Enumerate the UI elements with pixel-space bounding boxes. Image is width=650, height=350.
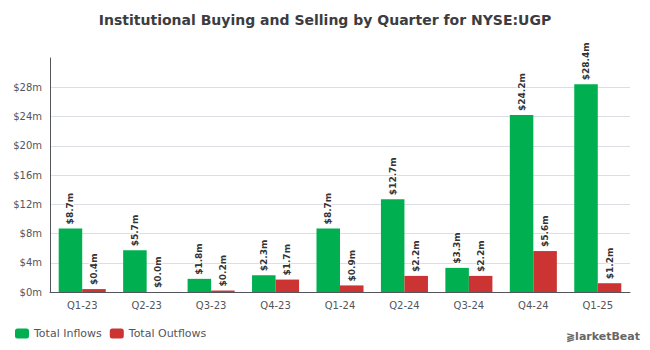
svg-text:$28.4m: $28.4m [581,42,591,80]
svg-text:$24m: $24m [13,111,42,122]
svg-text:Q4-24: Q4-24 [518,300,549,311]
svg-text:$0.0m: $0.0m [153,256,163,288]
svg-text:Q4-23: Q4-23 [260,300,291,311]
svg-text:Total Outflows: Total Outflows [128,327,207,340]
svg-text:$24.2m: $24.2m [517,73,527,111]
svg-text:Q3-24: Q3-24 [454,300,485,311]
svg-text:$28m: $28m [13,82,42,93]
svg-text:Q1-24: Q1-24 [325,300,356,311]
svg-text:$2.2m: $2.2m [476,240,486,272]
svg-text:$20m: $20m [13,140,42,151]
svg-text:$0m: $0m [20,287,42,298]
svg-text:$1.2m: $1.2m [605,248,615,280]
svg-text:$0.4m: $0.4m [89,253,99,285]
svg-text:$16m: $16m [13,170,42,181]
svg-text:$2.3m: $2.3m [259,240,269,272]
svg-text:Q2-24: Q2-24 [389,300,420,311]
svg-text:$12.7m: $12.7m [388,157,398,195]
svg-text:$12m: $12m [13,199,42,210]
svg-text:$5.6m: $5.6m [540,215,550,247]
svg-text:$2.2m: $2.2m [411,240,421,272]
svg-text:Q1-23: Q1-23 [67,300,98,311]
svg-text:Q3-23: Q3-23 [196,300,227,311]
svg-text:$3.3m: $3.3m [452,232,462,264]
svg-text:$8.7m: $8.7m [65,193,75,225]
svg-text:$5.7m: $5.7m [130,215,140,247]
svg-text:Q2-23: Q2-23 [131,300,162,311]
svg-text:$1.7m: $1.7m [282,244,292,276]
svg-text:⫺larketBeat: ⫺larketBeat [566,330,640,343]
svg-text:Institutional Buying and Selli: Institutional Buying and Selling by Quar… [99,12,551,28]
svg-text:Total Inflows: Total Inflows [33,327,102,340]
svg-text:$1.8m: $1.8m [194,243,204,275]
svg-text:$8m: $8m [20,228,42,239]
svg-text:$0.2m: $0.2m [218,255,228,287]
svg-text:Q1-25: Q1-25 [582,300,613,311]
svg-text:$0.9m: $0.9m [347,250,357,282]
svg-text:$4m: $4m [20,257,42,268]
svg-text:$8.7m: $8.7m [323,193,333,225]
